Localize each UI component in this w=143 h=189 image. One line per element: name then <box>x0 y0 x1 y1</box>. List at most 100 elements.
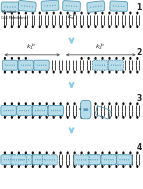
Circle shape <box>46 70 48 74</box>
Circle shape <box>18 116 20 119</box>
Circle shape <box>118 5 119 7</box>
Circle shape <box>25 64 26 66</box>
Circle shape <box>25 70 27 74</box>
Circle shape <box>35 110 36 111</box>
Circle shape <box>39 159 41 160</box>
Circle shape <box>81 151 83 154</box>
FancyBboxPatch shape <box>1 155 16 165</box>
Circle shape <box>122 102 125 105</box>
Circle shape <box>8 159 9 160</box>
Circle shape <box>129 165 132 168</box>
Circle shape <box>136 12 139 15</box>
Circle shape <box>18 159 19 161</box>
Text: $\star$: $\star$ <box>77 106 82 112</box>
Circle shape <box>37 159 38 160</box>
Circle shape <box>118 64 119 66</box>
Circle shape <box>101 151 104 154</box>
Circle shape <box>81 102 83 105</box>
Circle shape <box>104 159 105 160</box>
Circle shape <box>87 165 90 168</box>
Circle shape <box>94 57 97 60</box>
Circle shape <box>46 165 48 168</box>
Circle shape <box>41 64 42 66</box>
Circle shape <box>26 159 27 160</box>
Circle shape <box>25 116 27 119</box>
Circle shape <box>74 165 76 168</box>
Circle shape <box>44 159 45 160</box>
Circle shape <box>66 165 69 168</box>
Circle shape <box>11 116 13 119</box>
FancyBboxPatch shape <box>101 155 116 165</box>
Circle shape <box>110 159 111 160</box>
Circle shape <box>47 159 48 161</box>
Circle shape <box>25 165 27 168</box>
Circle shape <box>94 25 97 28</box>
Circle shape <box>122 151 125 154</box>
Circle shape <box>136 70 139 74</box>
Circle shape <box>83 159 84 161</box>
Circle shape <box>14 64 15 66</box>
Circle shape <box>124 159 125 160</box>
Circle shape <box>4 12 6 15</box>
Circle shape <box>87 102 90 105</box>
Circle shape <box>35 159 36 160</box>
Circle shape <box>11 25 13 28</box>
Circle shape <box>129 25 132 28</box>
Circle shape <box>53 102 55 105</box>
FancyBboxPatch shape <box>110 1 128 12</box>
Circle shape <box>129 151 132 154</box>
Circle shape <box>10 110 11 111</box>
Circle shape <box>108 151 111 154</box>
Circle shape <box>39 151 41 154</box>
Circle shape <box>30 64 31 66</box>
Circle shape <box>126 159 127 160</box>
Circle shape <box>25 12 27 15</box>
Circle shape <box>95 159 96 160</box>
Circle shape <box>11 70 13 74</box>
Circle shape <box>18 25 20 28</box>
FancyBboxPatch shape <box>48 106 63 115</box>
Circle shape <box>129 57 132 60</box>
Circle shape <box>74 102 76 105</box>
Circle shape <box>32 70 34 74</box>
Text: $k_2^{\ b}$: $k_2^{\ b}$ <box>95 42 105 52</box>
Circle shape <box>71 5 72 7</box>
Circle shape <box>120 159 121 160</box>
Circle shape <box>81 12 83 15</box>
Circle shape <box>7 64 8 66</box>
Circle shape <box>128 159 129 160</box>
Circle shape <box>129 116 132 119</box>
Circle shape <box>68 5 69 7</box>
Circle shape <box>46 116 48 119</box>
Circle shape <box>27 64 28 66</box>
Circle shape <box>32 102 34 105</box>
Circle shape <box>59 102 62 105</box>
FancyBboxPatch shape <box>63 1 80 12</box>
Circle shape <box>43 64 44 66</box>
Circle shape <box>7 6 8 8</box>
Circle shape <box>14 159 15 161</box>
Circle shape <box>54 159 55 161</box>
Circle shape <box>116 5 117 7</box>
Circle shape <box>108 12 111 15</box>
Circle shape <box>121 6 122 7</box>
Circle shape <box>108 57 111 60</box>
Circle shape <box>81 25 83 28</box>
Text: 1: 1 <box>136 3 142 12</box>
Circle shape <box>95 64 96 66</box>
Circle shape <box>66 25 69 28</box>
Circle shape <box>4 25 6 28</box>
Circle shape <box>66 70 69 74</box>
Circle shape <box>32 6 33 8</box>
Circle shape <box>115 151 118 154</box>
Circle shape <box>18 102 20 105</box>
Circle shape <box>25 102 27 105</box>
FancyBboxPatch shape <box>2 60 18 70</box>
Circle shape <box>74 25 76 28</box>
Circle shape <box>108 159 109 160</box>
Text: Microbial
Cell Membrane: Microbial Cell Membrane <box>1 10 27 20</box>
Circle shape <box>32 25 34 28</box>
FancyBboxPatch shape <box>81 101 91 119</box>
Circle shape <box>87 70 90 74</box>
Circle shape <box>136 57 139 60</box>
